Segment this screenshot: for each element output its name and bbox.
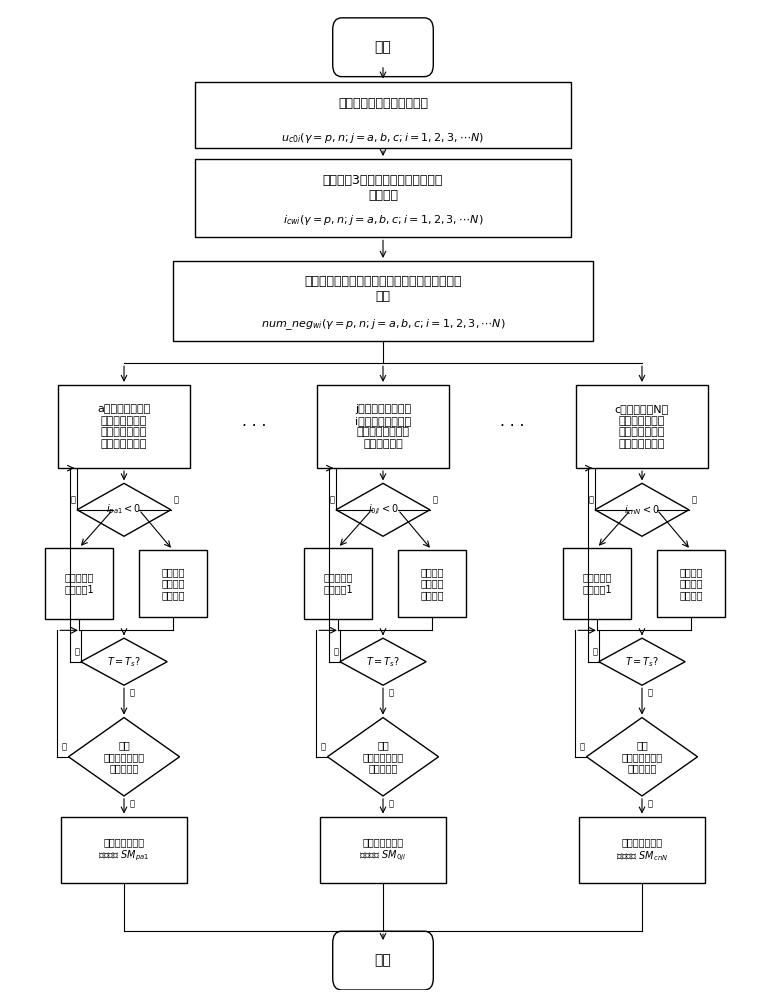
Text: 否: 否 (333, 647, 339, 656)
Text: 诊断并定位到故
障子模块 $SM_{0ji}$: 诊断并定位到故 障子模块 $SM_{0ji}$ (359, 837, 407, 863)
Text: 根据式（3）计算得出每个子模块的
电容电流: 根据式（3）计算得出每个子模块的 电容电流 (322, 174, 444, 202)
Bar (398, 550, 466, 617)
Text: 否: 否 (174, 495, 179, 504)
Text: 是: 是 (130, 799, 135, 808)
Bar (195, 159, 571, 237)
Text: 负电流次数
累计量加1: 负电流次数 累计量加1 (582, 572, 612, 594)
Text: 是: 是 (70, 495, 76, 504)
Text: $i_{cwi}(\gamma=p,n;j=a,b,c;i=1,2,3,\cdots N)$: $i_{cwi}(\gamma=p,n;j=a,b,c;i=1,2,3,\cdo… (283, 213, 483, 227)
Text: 为所有子模块电容电流设置对应的负电流次数累
计量: 为所有子模块电容电流设置对应的负电流次数累 计量 (304, 275, 462, 303)
Text: $i_{pa1}<0$: $i_{pa1}<0$ (106, 503, 142, 517)
Text: · · ·: · · · (242, 419, 266, 434)
Bar (58, 385, 190, 468)
Text: 负电流次
数累计量
保持不变: 负电流次 数累计量 保持不变 (679, 567, 702, 600)
Text: $num\_neg_{wi}(\gamma=p,n;j=a,b,c;i=1,2,3,\cdots N)$: $num\_neg_{wi}(\gamma=p,n;j=a,b,c;i=1,2,… (260, 317, 506, 332)
Text: 结束: 结束 (375, 954, 391, 968)
Bar (317, 385, 449, 468)
Text: · · ·: · · · (500, 419, 524, 434)
Text: 诊断并定位到故
障子模块 $SM_{cnN}$: 诊断并定位到故 障子模块 $SM_{cnN}$ (616, 837, 668, 863)
Text: 是: 是 (588, 495, 594, 504)
Polygon shape (81, 638, 167, 685)
Text: 否: 否 (692, 495, 697, 504)
Bar (173, 261, 593, 341)
Bar (195, 82, 571, 148)
Bar (139, 550, 207, 617)
Text: $T=T_s?$: $T=T_s?$ (366, 655, 400, 669)
Text: 负电流次
数累计量
保持不变: 负电流次 数累计量 保持不变 (420, 567, 444, 600)
Polygon shape (599, 638, 685, 685)
Text: a相上桥臂第一个
子模块电容电流
的负电流次数累
计量初始化清零: a相上桥臂第一个 子模块电容电流 的负电流次数累 计量初始化清零 (97, 404, 151, 449)
Text: $T=T_s?$: $T=T_s?$ (107, 655, 141, 669)
Text: $u_{c0i}(\gamma=p,n;j=a,b,c;i=1,2,3,\cdots N)$: $u_{c0i}(\gamma=p,n;j=a,b,c;i=1,2,3,\cdo… (281, 131, 485, 145)
Bar (576, 385, 708, 468)
Bar (657, 550, 725, 617)
Text: 是: 是 (389, 689, 394, 698)
Text: 开始: 开始 (375, 40, 391, 54)
Text: $i_{cnN}<0$: $i_{cnN}<0$ (624, 503, 660, 517)
Polygon shape (327, 718, 439, 796)
Polygon shape (336, 483, 430, 536)
FancyBboxPatch shape (332, 18, 434, 77)
Text: 负电流次数
累计量加1: 负电流次数 累计量加1 (323, 572, 353, 594)
FancyBboxPatch shape (332, 931, 434, 990)
Text: 否: 否 (433, 495, 438, 504)
Text: $i_{0ji}<0$: $i_{0ji}<0$ (368, 503, 398, 517)
Bar (563, 548, 630, 619)
Text: 采集每个子模块的电容电压: 采集每个子模块的电容电压 (338, 97, 428, 110)
Bar (579, 817, 705, 883)
Polygon shape (340, 638, 426, 685)
Text: $T=T_s?$: $T=T_s?$ (625, 655, 659, 669)
Polygon shape (68, 718, 179, 796)
Text: 否: 否 (321, 742, 326, 751)
Text: 负电流次数
累计量加1: 负电流次数 累计量加1 (64, 572, 93, 594)
Text: 否: 否 (580, 742, 585, 751)
Text: c相下桥臂第N个
子模块电容电流
的负电流次数累
计量初始化清零: c相下桥臂第N个 子模块电容电流 的负电流次数累 计量初始化清零 (615, 404, 669, 449)
Text: 否: 否 (592, 647, 597, 656)
Text: 判断
负电流次数累计
量是否为零: 判断 负电流次数累计 量是否为零 (103, 740, 145, 773)
Bar (304, 548, 372, 619)
Text: 判断
负电流次数累计
量是否为零: 判断 负电流次数累计 量是否为零 (621, 740, 663, 773)
Text: 是: 是 (329, 495, 335, 504)
Text: 是: 是 (648, 689, 653, 698)
Bar (61, 817, 187, 883)
Text: 判断
负电流次数累计
量是否为零: 判断 负电流次数累计 量是否为零 (362, 740, 404, 773)
Bar (320, 817, 446, 883)
Text: 否: 否 (62, 742, 67, 751)
Text: 是: 是 (389, 799, 394, 808)
Text: 否: 否 (74, 647, 80, 656)
Polygon shape (595, 483, 689, 536)
Text: j相上（下）桥臂第
i个子模块电容电流
的负电流次数累计
量初始化清零: j相上（下）桥臂第 i个子模块电容电流 的负电流次数累计 量初始化清零 (355, 404, 411, 449)
Bar (45, 548, 113, 619)
Polygon shape (587, 718, 698, 796)
Text: 是: 是 (648, 799, 653, 808)
Text: 是: 是 (130, 689, 135, 698)
Text: 负电流次
数累计量
保持不变: 负电流次 数累计量 保持不变 (161, 567, 185, 600)
Text: 诊断并定位到故
障子模块 $SM_{pa1}$: 诊断并定位到故 障子模块 $SM_{pa1}$ (98, 837, 150, 863)
Polygon shape (77, 483, 171, 536)
